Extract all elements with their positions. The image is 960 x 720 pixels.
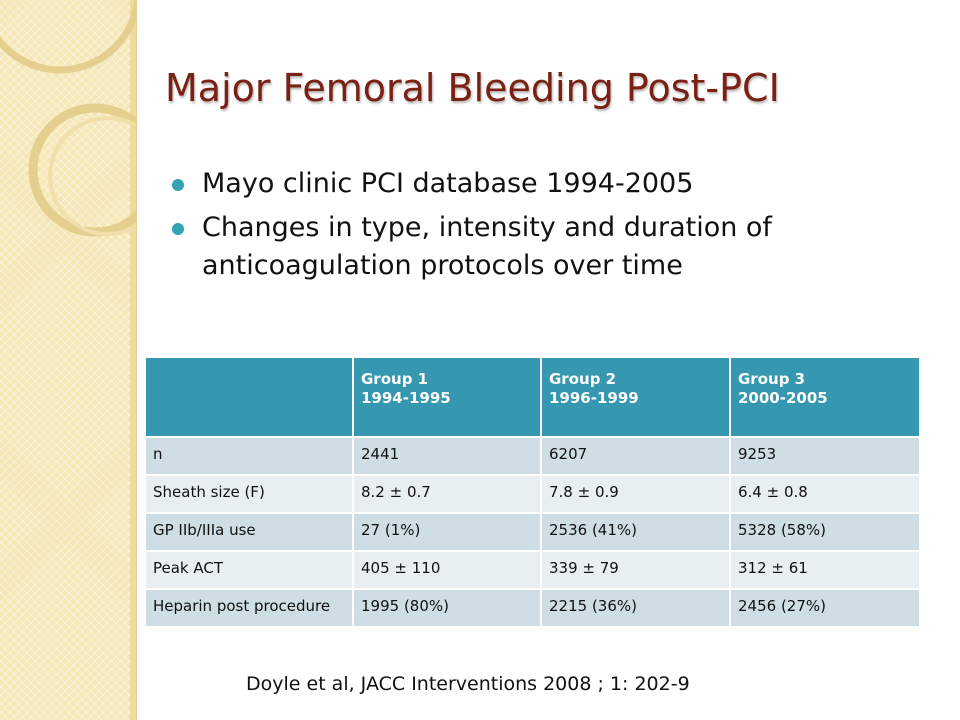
table-header-row: Group 1 1994-1995 Group 2 1996-1999 Grou… (144, 356, 921, 438)
table-cell-label: n (144, 436, 354, 476)
table-cell: 2456 (27%) (729, 588, 921, 628)
table-cell: 2215 (36%) (540, 588, 731, 628)
table-row: Heparin post procedure 1995 (80%) 2215 (… (144, 588, 921, 628)
header-group-label: Group 1 (361, 370, 429, 388)
table-cell: 6.4 ± 0.8 (729, 474, 921, 514)
table-header-cell: Group 2 1996-1999 (540, 356, 731, 438)
header-years-label: 1996-1999 (549, 389, 639, 407)
bullet-text: Mayo clinic PCI database 1994-2005 (202, 168, 694, 199)
table-cell: 8.2 ± 0.7 (352, 474, 542, 514)
table-cell: 6207 (540, 436, 731, 476)
table-cell: 2536 (41%) (540, 512, 731, 552)
bullet-item: Mayo clinic PCI database 1994-2005 (172, 165, 952, 203)
table-header-cell: Group 1 1994-1995 (352, 356, 542, 438)
table-cell-label: GP IIb/IIIa use (144, 512, 354, 552)
decorative-circles-graphic (0, 0, 136, 237)
bullet-icon (172, 179, 184, 191)
bullet-list: Mayo clinic PCI database 1994-2005 Chang… (172, 165, 952, 291)
table-cell: 339 ± 79 (540, 550, 731, 590)
header-group-label: Group 3 (738, 370, 806, 388)
table-row: Peak ACT 405 ± 110 339 ± 79 312 ± 61 (144, 550, 921, 590)
decorative-side-edge (130, 0, 137, 720)
table-cell: 2441 (352, 436, 542, 476)
data-table: Group 1 1994-1995 Group 2 1996-1999 Grou… (144, 356, 921, 628)
slide-title: Major Femoral Bleeding Post-PCI (165, 66, 780, 110)
table-row: GP IIb/IIIa use 27 (1%) 2536 (41%) 5328 … (144, 512, 921, 552)
citation-text: Doyle et al, JACC Interventions 2008 ; 1… (246, 673, 690, 695)
table-cell: 9253 (729, 436, 921, 476)
table-cell-label: Heparin post procedure (144, 588, 354, 628)
bullet-item: Changes in type, intensity and duration … (172, 209, 952, 285)
table-cell-label: Peak ACT (144, 550, 354, 590)
table-header-cell: Group 3 2000-2005 (729, 356, 921, 438)
table-header-cell-empty (144, 356, 354, 438)
table-row: n 2441 6207 9253 (144, 436, 921, 476)
header-years-label: 1994-1995 (361, 389, 451, 407)
table-cell: 27 (1%) (352, 512, 542, 552)
table-cell: 7.8 ± 0.9 (540, 474, 731, 514)
table-cell: 1995 (80%) (352, 588, 542, 628)
header-group-label: Group 2 (549, 370, 617, 388)
table-cell: 312 ± 61 (729, 550, 921, 590)
bullet-text: Changes in type, intensity and duration … (202, 212, 772, 281)
table-cell: 405 ± 110 (352, 550, 542, 590)
table-cell: 5328 (58%) (729, 512, 921, 552)
table-cell-label: Sheath size (F) (144, 474, 354, 514)
bullet-icon (172, 223, 184, 235)
header-years-label: 2000-2005 (738, 389, 828, 407)
table-row: Sheath size (F) 8.2 ± 0.7 7.8 ± 0.9 6.4 … (144, 474, 921, 514)
